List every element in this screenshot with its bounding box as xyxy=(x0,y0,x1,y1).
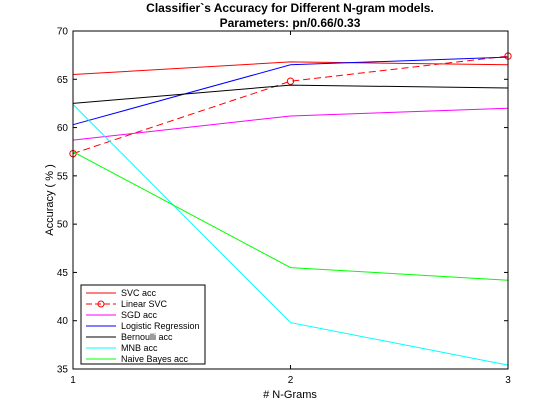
y-tick-label-3: 50 xyxy=(57,220,69,231)
series-layer xyxy=(69,52,512,366)
x-tick-label-2: 3 xyxy=(505,375,511,386)
series-1-point-1 xyxy=(286,77,295,85)
ticks-layer: 35 40 45 50 55 60 65 70 1 2 3 xyxy=(57,27,511,387)
legend-label-1: Linear SVC xyxy=(121,299,168,309)
legend-box xyxy=(80,284,206,365)
legend-label-5: MNB acc xyxy=(121,343,158,353)
y-tick-label-2: 45 xyxy=(57,268,69,279)
y-tick-label-6: 65 xyxy=(57,75,69,86)
y-tick-label-7: 70 xyxy=(57,27,69,38)
chart-subtitle: Parameters: pn/0.66/0.33 xyxy=(220,16,361,30)
y-tick-label-1: 40 xyxy=(57,316,69,327)
legend-label-4: Bernoulli acc xyxy=(121,332,173,342)
series-line-6 xyxy=(72,151,509,281)
legend-label-6: Naive Bayes acc xyxy=(121,354,189,364)
series-line-3 xyxy=(72,56,509,126)
y-tick-label-0: 35 xyxy=(57,365,69,376)
x-axis-label: # N-Grams xyxy=(263,389,317,401)
x-tick-label-1: 2 xyxy=(288,375,294,386)
legend-label-2: SGD acc xyxy=(121,310,158,320)
legend-label-3: Logistic Regression xyxy=(121,321,200,331)
chart-title: Classifier`s Accuracy for Different N-gr… xyxy=(146,1,434,15)
y-tick-label-4: 55 xyxy=(57,171,69,182)
series-line-5 xyxy=(72,104,509,366)
legend-label-0: SVC acc xyxy=(121,288,157,298)
series-line-4 xyxy=(72,84,509,104)
y-tick-label-5: 60 xyxy=(57,123,69,134)
x-tick-label-0: 1 xyxy=(70,375,76,386)
series-line-0 xyxy=(72,61,509,75)
legend-marker-1 xyxy=(97,300,105,308)
series-line-1 xyxy=(72,55,509,155)
series-line-2 xyxy=(72,107,509,141)
y-axis-label: Accuracy ( % ) xyxy=(44,164,56,236)
